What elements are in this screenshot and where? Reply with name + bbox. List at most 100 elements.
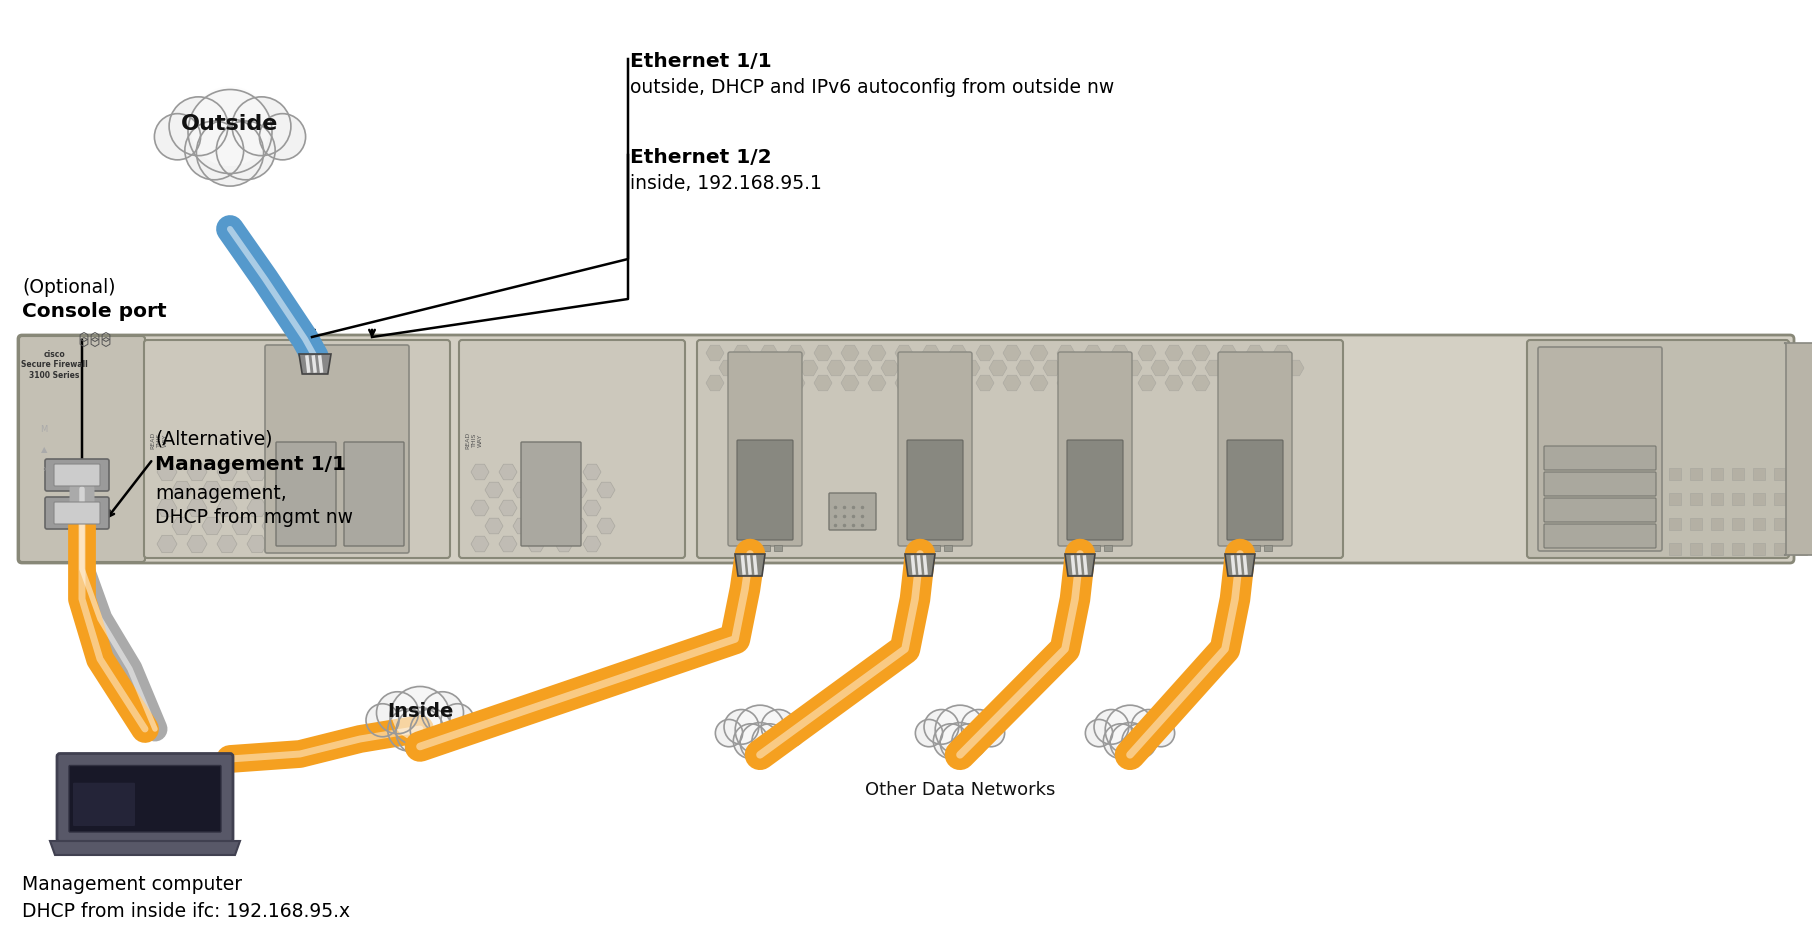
Circle shape (960, 709, 997, 744)
Circle shape (739, 723, 779, 763)
Circle shape (716, 720, 743, 747)
FancyBboxPatch shape (908, 441, 962, 540)
Text: outside, DHCP and IPv6 autoconfig from outside nw: outside, DHCP and IPv6 autoconfig from o… (631, 78, 1114, 97)
Circle shape (196, 120, 263, 187)
FancyBboxPatch shape (69, 766, 221, 832)
Circle shape (1104, 724, 1138, 759)
Text: Ethernet 1/2: Ethernet 1/2 (631, 148, 772, 167)
FancyBboxPatch shape (72, 782, 136, 826)
Text: Console port: Console port (22, 301, 167, 321)
FancyBboxPatch shape (763, 546, 770, 551)
Circle shape (1094, 709, 1129, 744)
Circle shape (736, 706, 785, 755)
Polygon shape (1225, 554, 1256, 577)
FancyBboxPatch shape (899, 353, 971, 547)
FancyBboxPatch shape (1093, 546, 1100, 551)
FancyBboxPatch shape (1544, 446, 1656, 471)
Text: cisco
Secure Firewall
3100 Series: cisco Secure Firewall 3100 Series (20, 350, 87, 379)
Text: (Alternative): (Alternative) (156, 430, 272, 448)
Circle shape (761, 709, 795, 744)
FancyBboxPatch shape (1067, 441, 1123, 540)
FancyBboxPatch shape (56, 753, 234, 842)
Circle shape (933, 724, 968, 759)
FancyBboxPatch shape (18, 337, 145, 563)
Text: READ
THIS
WAY: READ THIS WAY (150, 431, 167, 448)
FancyBboxPatch shape (908, 546, 917, 551)
FancyBboxPatch shape (344, 443, 404, 547)
Circle shape (1111, 723, 1151, 763)
Circle shape (1107, 704, 1154, 751)
Circle shape (397, 708, 444, 755)
Text: ▲: ▲ (40, 445, 47, 454)
FancyBboxPatch shape (1252, 546, 1259, 551)
Text: Management computer: Management computer (22, 874, 243, 893)
FancyBboxPatch shape (1104, 546, 1113, 551)
Text: Management 1/1: Management 1/1 (156, 455, 346, 474)
Circle shape (190, 87, 270, 167)
Circle shape (725, 709, 759, 744)
Circle shape (216, 122, 275, 181)
Circle shape (924, 709, 959, 744)
FancyBboxPatch shape (1265, 546, 1272, 551)
FancyBboxPatch shape (774, 546, 783, 551)
Text: READ
THIS
WAY: READ THIS WAY (466, 431, 482, 448)
Circle shape (390, 687, 449, 747)
Circle shape (154, 114, 201, 161)
FancyBboxPatch shape (698, 341, 1343, 559)
FancyBboxPatch shape (1544, 473, 1656, 496)
FancyBboxPatch shape (728, 353, 803, 547)
Circle shape (940, 723, 980, 763)
FancyBboxPatch shape (1067, 546, 1076, 551)
FancyBboxPatch shape (1229, 546, 1236, 551)
Text: Outside: Outside (181, 114, 279, 134)
FancyBboxPatch shape (1058, 353, 1132, 547)
Circle shape (188, 91, 272, 174)
Circle shape (440, 704, 475, 737)
Circle shape (422, 692, 464, 734)
Text: M: M (40, 425, 47, 434)
FancyBboxPatch shape (1080, 546, 1087, 551)
FancyBboxPatch shape (1239, 546, 1248, 551)
FancyBboxPatch shape (1227, 441, 1283, 540)
Circle shape (777, 720, 805, 747)
FancyBboxPatch shape (1544, 499, 1656, 522)
Circle shape (377, 692, 419, 734)
Text: Ethernet 1/1: Ethernet 1/1 (631, 51, 772, 71)
Circle shape (410, 709, 453, 752)
FancyBboxPatch shape (1538, 347, 1662, 551)
FancyBboxPatch shape (522, 443, 582, 547)
FancyBboxPatch shape (143, 341, 449, 559)
FancyBboxPatch shape (275, 443, 335, 547)
FancyBboxPatch shape (737, 546, 747, 551)
Polygon shape (51, 841, 239, 856)
Circle shape (951, 724, 988, 759)
Circle shape (1131, 709, 1165, 744)
Circle shape (169, 97, 228, 156)
FancyBboxPatch shape (458, 341, 685, 559)
Circle shape (232, 97, 292, 156)
Circle shape (366, 704, 399, 737)
FancyBboxPatch shape (944, 546, 951, 551)
Circle shape (734, 724, 768, 759)
FancyBboxPatch shape (265, 345, 410, 553)
Circle shape (388, 709, 429, 752)
Text: ◦: ◦ (42, 465, 47, 474)
FancyBboxPatch shape (737, 441, 794, 540)
Circle shape (1147, 720, 1174, 747)
FancyBboxPatch shape (1785, 344, 1812, 555)
Polygon shape (736, 554, 765, 577)
FancyBboxPatch shape (54, 503, 100, 524)
Polygon shape (1065, 554, 1094, 577)
Text: inside, 192.168.95.1: inside, 192.168.95.1 (631, 174, 823, 193)
Circle shape (391, 684, 449, 741)
FancyBboxPatch shape (18, 336, 1794, 563)
Circle shape (1122, 724, 1156, 759)
FancyBboxPatch shape (1218, 353, 1292, 547)
FancyBboxPatch shape (54, 464, 100, 487)
FancyBboxPatch shape (920, 546, 928, 551)
Polygon shape (299, 355, 332, 374)
Circle shape (752, 724, 786, 759)
Circle shape (935, 706, 984, 755)
Circle shape (937, 704, 984, 751)
FancyBboxPatch shape (45, 460, 109, 491)
